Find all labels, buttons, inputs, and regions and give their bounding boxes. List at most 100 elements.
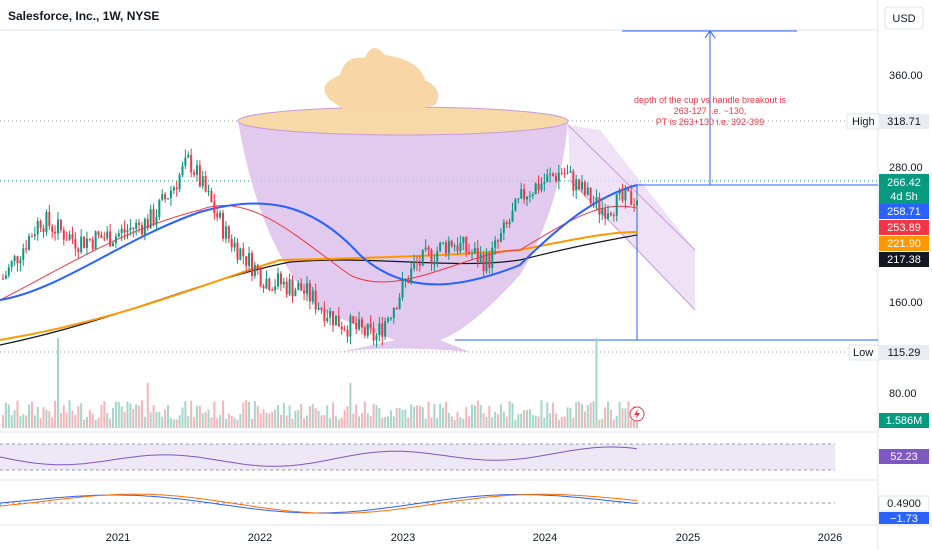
candle-body [25, 248, 28, 250]
volume-bar [132, 408, 135, 428]
candle-body [511, 210, 514, 222]
volume-bar [615, 415, 618, 428]
candle-body [583, 181, 586, 195]
candle-body [636, 200, 638, 206]
volume-bar [143, 416, 146, 428]
volume-bar [30, 401, 33, 428]
volume-bar [294, 410, 297, 428]
candle-body [138, 222, 141, 226]
candle-body [265, 278, 268, 289]
volume-bar [51, 417, 54, 428]
volume-bar [308, 406, 311, 428]
candle-body [28, 236, 31, 250]
volume-bar [45, 410, 48, 428]
candle-body [77, 248, 80, 253]
candle-body [557, 172, 560, 182]
volume-bar [33, 415, 36, 428]
volume-bar [358, 416, 361, 428]
candle-body [314, 290, 317, 310]
volume-bar [300, 404, 303, 428]
candle-body [224, 226, 227, 239]
candle-body [271, 290, 274, 292]
candle-body [621, 190, 624, 201]
candle-body [523, 189, 526, 200]
volume-bar [531, 414, 534, 428]
candle-body [439, 242, 442, 252]
candle-body [589, 187, 592, 204]
high-value-box [879, 114, 929, 129]
volume-bar [627, 401, 630, 428]
volume-bar [378, 408, 381, 428]
candle-body [473, 247, 476, 254]
volume-bar [7, 404, 10, 428]
candle-body [424, 247, 427, 250]
volume-bar [77, 406, 80, 428]
volume-bar [126, 401, 129, 428]
candle-body [305, 283, 308, 294]
candle-body [459, 242, 462, 252]
volume-bar [36, 406, 39, 428]
handle-channel [568, 125, 695, 310]
candle-body [317, 307, 320, 310]
candle-body [404, 279, 407, 281]
candle-body [531, 194, 534, 196]
currency-button[interactable] [884, 6, 924, 30]
volume-bar [314, 408, 317, 428]
volume-bar [204, 412, 207, 428]
volume-bar [155, 412, 158, 428]
volume-bar [279, 414, 282, 428]
volume-bar [572, 417, 575, 428]
volume-bar [288, 405, 291, 428]
candle-body [4, 275, 7, 279]
volume-bar [195, 405, 198, 428]
volume-bar [332, 402, 335, 428]
volume-bar [100, 404, 103, 428]
volume-bar [566, 407, 569, 428]
volume-bar [184, 401, 187, 428]
candle-body [112, 243, 115, 247]
candle-body [158, 200, 161, 218]
candle-body [578, 179, 581, 190]
candle-body [236, 242, 239, 260]
candle-body [277, 273, 280, 287]
annotation-line-3: PT is 263+130 i.e. 392-399 [656, 117, 764, 127]
volume-bar [256, 405, 259, 428]
black-ma-label: 217.38 [887, 254, 921, 266]
candle-body [392, 308, 395, 319]
currency-label: USD [892, 13, 915, 25]
volume-bar [387, 416, 390, 428]
volume-bar [149, 412, 152, 428]
candle-body [398, 297, 401, 309]
volume-bar [346, 406, 349, 428]
volume-bar [54, 400, 57, 428]
candle-body [245, 256, 248, 266]
candle-body [42, 228, 45, 232]
candle-body [482, 254, 485, 272]
candle-body [468, 251, 471, 254]
volume-bar [470, 404, 473, 428]
candle-body [363, 327, 366, 336]
volume-bar [569, 407, 572, 428]
volume-bar [343, 410, 346, 428]
candle-body [595, 197, 598, 203]
volume-bar [97, 417, 100, 428]
candle-body [149, 209, 152, 229]
volume-bar [543, 417, 546, 428]
candle-body [45, 212, 48, 232]
volume-bar [473, 405, 476, 428]
volume-bar [193, 416, 196, 428]
candle-body [288, 279, 291, 295]
low-value-label: 115.29 [888, 347, 921, 359]
volume-bar [210, 417, 213, 428]
candle-body [195, 165, 198, 175]
candle-body [48, 212, 51, 227]
volume-bar [586, 404, 589, 428]
candle-body [204, 176, 207, 192]
candle-body [308, 283, 311, 302]
candle-body [462, 237, 465, 243]
candle-body [187, 154, 190, 158]
volume-bar [326, 405, 329, 428]
volume-bar [442, 407, 445, 428]
volume-bar [190, 400, 193, 428]
